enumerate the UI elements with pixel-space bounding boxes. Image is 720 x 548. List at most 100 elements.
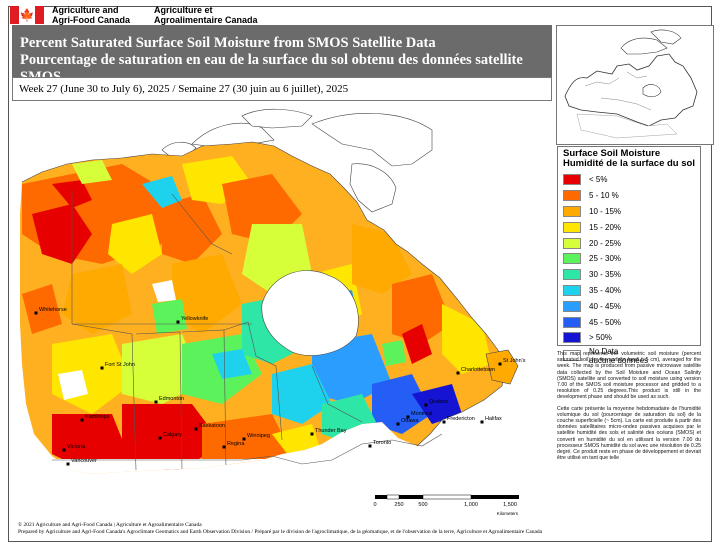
soil-moisture-map: Whitehorse Yellowknife Fort St John Edmonto… <box>20 108 526 474</box>
city-label: Thunder Bay <box>315 428 347 434</box>
legend-row: 10 - 15% <box>563 204 700 220</box>
legend-swatch <box>563 253 581 265</box>
legend-row: 40 - 45% <box>563 298 700 314</box>
city-point-icon <box>158 436 162 440</box>
title-box: Percent Saturated Surface Soil Moisture … <box>12 25 552 85</box>
city-marker: Regina <box>222 441 245 449</box>
city-point-icon <box>424 403 428 407</box>
legend-swatch <box>563 316 581 328</box>
city-label: Quebec <box>429 399 449 405</box>
legend-label: 35 - 40% <box>589 285 622 295</box>
city-point-icon <box>310 432 314 436</box>
legend-label: > 50% <box>589 333 612 343</box>
city-marker: St John's <box>498 358 526 366</box>
city-label: Victoria <box>67 444 86 450</box>
scale-tick-1: 250 <box>394 502 403 508</box>
header: 🍁 Agriculture and Agri-Food Canada Agric… <box>10 4 258 26</box>
city-point-icon <box>368 444 372 448</box>
legend-row: 15 - 20% <box>563 219 700 235</box>
city-marker: Vancouver <box>66 458 97 466</box>
city-point-icon <box>66 462 70 466</box>
city-label: St John's <box>503 358 526 364</box>
week-label: Week 27 (June 30 to July 6), 2025 / Sema… <box>12 77 552 101</box>
city-label: Saskatoon <box>199 423 225 429</box>
city-marker: Quebec <box>424 399 449 407</box>
legend-swatch <box>563 237 581 249</box>
city-marker: Montreal <box>406 411 432 419</box>
legend-row: 30 - 35% <box>563 267 700 283</box>
city-point-icon <box>442 420 446 424</box>
us-border <box>52 433 443 465</box>
legend-swatch <box>563 284 581 296</box>
legend-label: 45 - 50% <box>589 317 622 327</box>
legend-row: 20 - 25% <box>563 235 700 251</box>
city-marker: Charlottetown <box>456 367 495 375</box>
city-point-icon <box>100 366 104 370</box>
city-point-icon <box>80 418 84 422</box>
city-marker: Toronto <box>368 440 391 448</box>
scale-bar: 0 250 500 1,000 1,500 Kilometers <box>373 494 519 516</box>
city-point-icon <box>480 420 484 424</box>
city-marker: Winnipeg <box>242 433 270 441</box>
city-label: Winnipeg <box>247 433 270 439</box>
legend-label: < 5% <box>589 175 608 185</box>
city-marker: Yellowknife <box>176 316 208 324</box>
city-point-icon <box>456 371 460 375</box>
legend-label: 15 - 20% <box>589 222 622 232</box>
city-point-icon <box>154 400 158 404</box>
description-fr: Cette carte présente la moyenne hebdomad… <box>557 405 701 462</box>
city-point-icon <box>34 311 38 315</box>
city-label: Halifax <box>485 416 502 422</box>
city-label: Edmonton <box>159 396 184 402</box>
city-marker: Edmonton <box>154 396 184 404</box>
org-name-en: Agriculture and Agri-Food Canada <box>52 5 130 25</box>
footer-prepared-by: Prepared by Agriculture and Agri-Food Ca… <box>18 529 543 535</box>
provincial-boundaries <box>71 190 363 471</box>
legend-row: 35 - 40% <box>563 283 700 299</box>
legend-label: 30 - 35% <box>589 270 622 280</box>
footer-copyright: © 2021 Agriculture and Agri-Food Canada … <box>18 522 202 528</box>
city-label: Charlottetown <box>461 367 495 373</box>
city-marker: Halifax <box>480 416 502 424</box>
city-marker: Ottawa <box>396 418 419 426</box>
city-marker: Victoria <box>62 444 86 452</box>
legend-row: 5 - 10 % <box>563 188 700 204</box>
legend-swatch <box>563 332 581 344</box>
city-label: Fort St John <box>105 362 135 368</box>
newfoundland <box>485 349 519 385</box>
city-label: Vancouver <box>71 458 97 464</box>
legend-title-en: Surface Soil Moisture <box>563 148 661 159</box>
legend-row: > 50% <box>563 330 700 346</box>
city-point-icon <box>194 427 198 431</box>
scale-tick-2: 500 <box>418 502 427 508</box>
city-label: Yellowknife <box>181 316 208 322</box>
legend: Surface Soil Moisture Humidité de la sur… <box>557 146 701 365</box>
legend-swatch-nodata <box>563 350 581 362</box>
city-point-icon <box>176 320 180 324</box>
legend-label: 20 - 25% <box>589 238 622 248</box>
arctic-islands <box>161 108 433 213</box>
legend-row: 45 - 50% <box>563 314 700 330</box>
city-label: Montreal <box>411 411 432 417</box>
description: This map represents the volumetric soil … <box>557 351 701 466</box>
city-label: Ottawa <box>401 418 419 424</box>
footer: © 2021 Agriculture and Agri-Food Canada … <box>18 522 542 536</box>
city-point-icon <box>396 422 400 426</box>
city-point-icon <box>62 448 66 452</box>
legend-label: 10 - 15% <box>589 206 622 216</box>
legend-label: 25 - 30% <box>589 254 622 264</box>
city-marker: Whitehorse <box>34 307 67 315</box>
city-marker: Thunder Bay <box>310 428 347 436</box>
moisture-field <box>22 156 492 474</box>
legend-row: 25 - 30% <box>563 251 700 267</box>
legend-row: < 5% <box>563 172 700 188</box>
locator-inset-map <box>556 25 714 145</box>
title-en: Percent Saturated Surface Soil Moisture … <box>20 35 436 51</box>
scale-tick-4: 1,500 <box>503 502 517 508</box>
org-name-fr: Agriculture et Agroalimentaire Canada <box>154 5 258 25</box>
city-point-icon <box>242 437 246 441</box>
legend-swatch <box>563 205 581 217</box>
canada-flag-icon: 🍁 <box>10 6 44 24</box>
city-marker: Fredericton <box>442 416 475 424</box>
city-label: Kamloops <box>85 414 110 420</box>
